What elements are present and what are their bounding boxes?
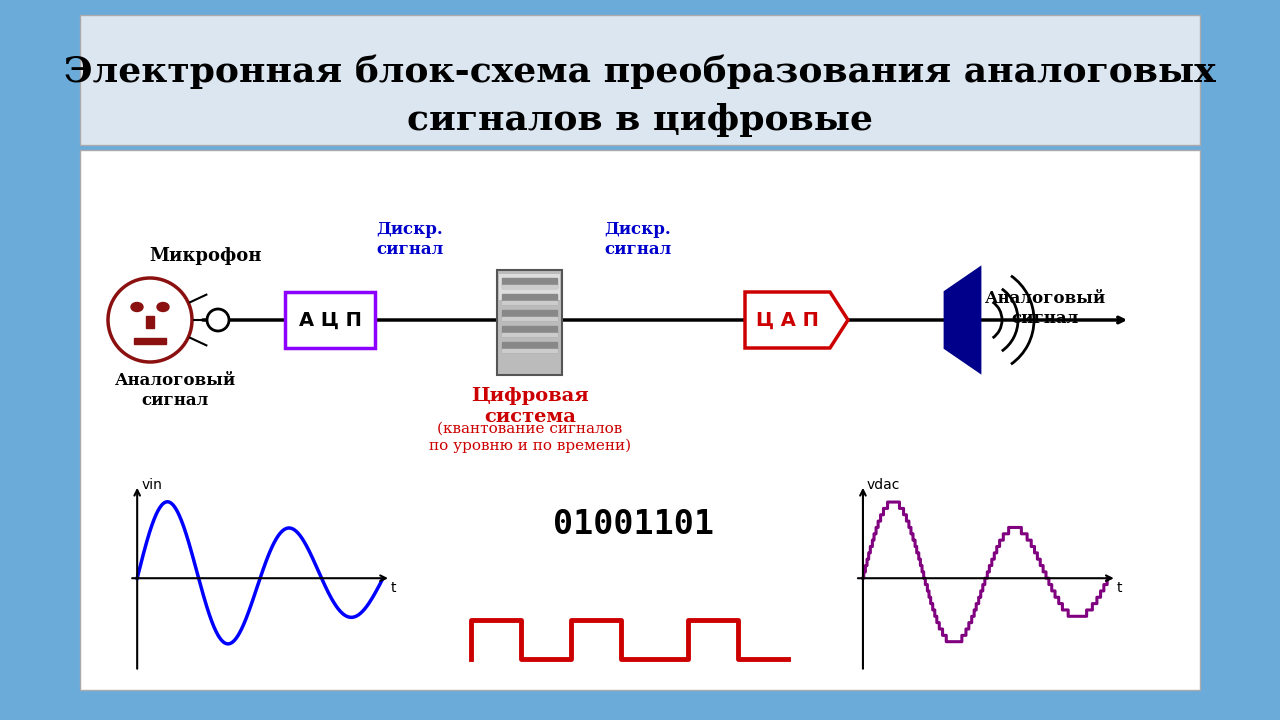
Text: Микрофон: Микрофон: [148, 247, 261, 265]
Ellipse shape: [131, 302, 143, 312]
Text: сигналов в цифровые: сигналов в цифровые: [407, 103, 873, 137]
Ellipse shape: [157, 302, 169, 312]
Circle shape: [207, 309, 229, 331]
Text: Ц А П: Ц А П: [756, 310, 819, 330]
FancyBboxPatch shape: [285, 292, 375, 348]
Text: vin: vin: [141, 478, 163, 492]
Bar: [134, 338, 166, 344]
Bar: [502, 349, 557, 352]
Bar: [502, 333, 557, 336]
Bar: [502, 342, 557, 352]
Bar: [502, 278, 557, 288]
Text: Дискр.
сигнал: Дискр. сигнал: [376, 222, 444, 258]
Bar: [146, 316, 154, 328]
Bar: [502, 317, 557, 320]
Bar: [502, 294, 557, 304]
Bar: [502, 326, 557, 336]
Text: t: t: [392, 580, 397, 595]
Bar: [502, 285, 557, 288]
Bar: [502, 310, 557, 320]
Text: Электронная блок-схема преобразования аналоговых: Электронная блок-схема преобразования ан…: [64, 55, 1216, 89]
FancyBboxPatch shape: [499, 274, 561, 300]
Text: t: t: [1117, 580, 1123, 595]
Text: Аналоговый
сигнал: Аналоговый сигнал: [114, 372, 236, 409]
Text: Аналоговый
сигнал: Аналоговый сигнал: [984, 290, 1106, 327]
Text: vdac: vdac: [867, 478, 900, 492]
Text: Дискр.
сигнал: Дискр. сигнал: [604, 222, 672, 258]
Polygon shape: [945, 268, 980, 372]
FancyBboxPatch shape: [79, 150, 1201, 690]
FancyBboxPatch shape: [497, 270, 562, 375]
Circle shape: [108, 278, 192, 362]
Bar: [502, 301, 557, 304]
Text: 01001101: 01001101: [553, 508, 714, 541]
FancyBboxPatch shape: [79, 15, 1201, 145]
Text: А Ц П: А Ц П: [298, 310, 361, 330]
Polygon shape: [745, 292, 849, 348]
Text: Цифровая
система: Цифровая система: [471, 387, 589, 426]
Text: (квантование сигналов
по уровню и по времени): (квантование сигналов по уровню и по вре…: [429, 422, 631, 453]
